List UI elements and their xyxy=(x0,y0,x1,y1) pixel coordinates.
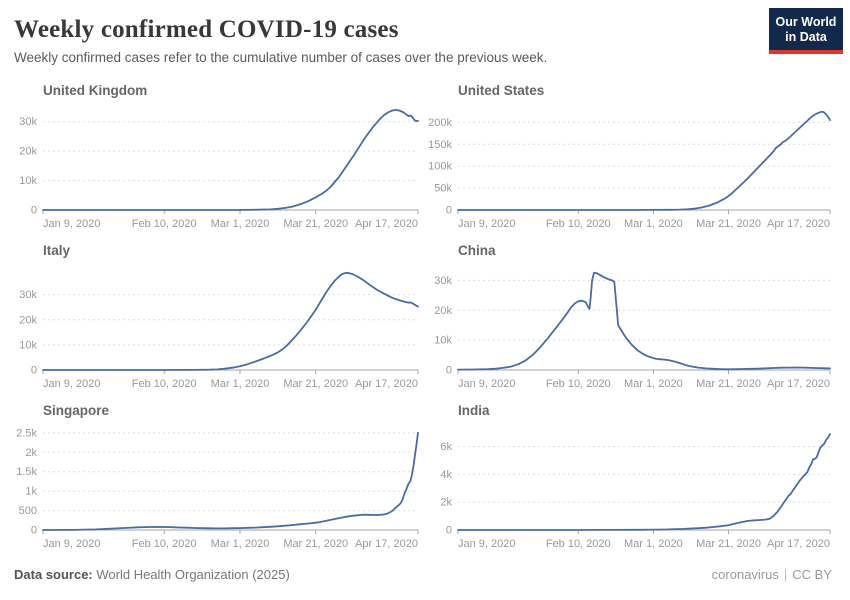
svg-text:Jan 9, 2020: Jan 9, 2020 xyxy=(43,218,101,230)
svg-text:0: 0 xyxy=(31,525,37,537)
svg-text:150k: 150k xyxy=(428,139,452,151)
svg-text:Apr 17, 2020: Apr 17, 2020 xyxy=(767,218,830,230)
svg-text:2k: 2k xyxy=(440,497,452,509)
svg-text:Apr 17, 2020: Apr 17, 2020 xyxy=(767,538,830,550)
page-subtitle: Weekly confirmed cases refer to the cumu… xyxy=(14,50,548,65)
svg-text:Feb 10, 2020: Feb 10, 2020 xyxy=(132,218,197,230)
owid-logo[interactable]: Our World in Data xyxy=(769,8,843,54)
svg-text:0: 0 xyxy=(446,205,452,217)
chart-plot-united-kingdom: 0 10k 20k 30k Jan 9, 2020 Feb 10, 2020 Mar 1, … xyxy=(19,108,419,230)
svg-text:0: 0 xyxy=(446,525,452,537)
svg-text:Mar 21, 2020: Mar 21, 2020 xyxy=(283,538,348,550)
small-multiples-grid: United Kingdom 0 10k 20k 30k Jan 9, 2020 Feb … xyxy=(0,78,850,558)
chart-plot-singapore: 0 500 1k 1.5k 2k 2.5k Jan 9, 2020 Feb 10, 2020 M… xyxy=(16,427,419,550)
svg-text:20k: 20k xyxy=(19,314,37,326)
svg-text:Apr 17, 2020: Apr 17, 2020 xyxy=(355,378,418,390)
svg-text:100k: 100k xyxy=(428,161,452,173)
chart-plot-india: 0 2k 4k 6k Jan 9, 2020 Feb 10, 2020 Mar 1, 202… xyxy=(440,433,831,550)
chart-title-china: China xyxy=(458,243,496,258)
svg-text:Feb 10, 2020: Feb 10, 2020 xyxy=(132,378,197,390)
svg-text:2k: 2k xyxy=(25,447,37,459)
svg-text:Feb 10, 2020: Feb 10, 2020 xyxy=(546,538,611,550)
svg-text:Jan 9, 2020: Jan 9, 2020 xyxy=(458,218,516,230)
svg-text:20k: 20k xyxy=(434,305,452,317)
svg-text:Feb 10, 2020: Feb 10, 2020 xyxy=(546,378,611,390)
svg-text:Apr 17, 2020: Apr 17, 2020 xyxy=(355,218,418,230)
svg-text:10k: 10k xyxy=(434,335,452,347)
svg-text:0: 0 xyxy=(31,205,37,217)
svg-text:Mar 21, 2020: Mar 21, 2020 xyxy=(283,218,348,230)
owid-logo-line2: in Data xyxy=(785,30,827,44)
chart-panel-china: China 0 10k 20k 30k Jan 9, 2020 Feb 10, 2020 M… xyxy=(425,238,850,398)
license-link[interactable]: CC BY xyxy=(792,567,832,582)
chart-plot-united-states: 0 50k 100k 150k 200k Jan 9, 2020 Feb 10, 2020 M… xyxy=(428,110,831,230)
svg-text:Mar 1, 2020: Mar 1, 2020 xyxy=(211,218,270,230)
svg-text:500: 500 xyxy=(19,505,37,517)
svg-text:Jan 9, 2020: Jan 9, 2020 xyxy=(458,538,516,550)
chart-header: Weekly confirmed COVID-19 cases Weekly c… xyxy=(0,0,850,78)
chart-plot-china: 0 10k 20k 30k Jan 9, 2020 Feb 10, 2020 Mar 1, … xyxy=(434,271,831,390)
data-source: Data source: World Health Organization (… xyxy=(14,567,290,582)
svg-text:20k: 20k xyxy=(19,146,37,158)
svg-text:Jan 9, 2020: Jan 9, 2020 xyxy=(458,378,516,390)
svg-text:10k: 10k xyxy=(19,175,37,187)
chart-title-india: India xyxy=(458,403,490,418)
chart-panel-singapore: Singapore 0 500 1k 1.5k 2k 2.5k Jan 9, 2020 Feb… xyxy=(0,398,425,558)
svg-text:Mar 21, 2020: Mar 21, 2020 xyxy=(696,218,761,230)
svg-text:0: 0 xyxy=(31,365,37,377)
footer-right: coronavirus | CC BY xyxy=(712,567,832,582)
chart-plot-italy: 0 10k 20k 30k Jan 9, 2020 Feb 10, 2020 Mar 1, … xyxy=(19,271,419,390)
svg-text:30k: 30k xyxy=(19,116,37,128)
svg-text:Mar 21, 2020: Mar 21, 2020 xyxy=(696,378,761,390)
chart-title-united-states: United States xyxy=(458,83,545,98)
svg-text:2.5k: 2.5k xyxy=(16,427,37,439)
svg-text:Mar 1, 2020: Mar 1, 2020 xyxy=(624,538,683,550)
chart-title-italy: Italy xyxy=(43,243,71,258)
svg-text:1.5k: 1.5k xyxy=(16,466,37,478)
owid-logo-line1: Our World xyxy=(775,15,837,29)
chart-panel-italy: Italy 0 10k 20k 30k Jan 9, 2020 Feb 10, 2020 M… xyxy=(0,238,425,398)
svg-text:Jan 9, 2020: Jan 9, 2020 xyxy=(43,378,101,390)
svg-text:10k: 10k xyxy=(19,339,37,351)
svg-text:Mar 21, 2020: Mar 21, 2020 xyxy=(283,378,348,390)
svg-text:Apr 17, 2020: Apr 17, 2020 xyxy=(355,538,418,550)
svg-text:4k: 4k xyxy=(440,469,452,481)
svg-text:Apr 17, 2020: Apr 17, 2020 xyxy=(767,378,830,390)
svg-text:30k: 30k xyxy=(434,275,452,287)
chart-title-singapore: Singapore xyxy=(43,403,110,418)
svg-text:Feb 10, 2020: Feb 10, 2020 xyxy=(546,218,611,230)
chart-panel-united-states: United States 0 50k 100k 150k 200k Jan 9, 202… xyxy=(425,78,850,238)
svg-text:Mar 1, 2020: Mar 1, 2020 xyxy=(624,378,683,390)
svg-text:1k: 1k xyxy=(25,486,37,498)
svg-text:200k: 200k xyxy=(428,117,452,129)
chart-panel-india: India 0 2k 4k 6k Jan 9, 2020 Feb 10, 2020 Mar … xyxy=(425,398,850,558)
svg-text:Mar 1, 2020: Mar 1, 2020 xyxy=(211,378,270,390)
svg-text:Mar 1, 2020: Mar 1, 2020 xyxy=(211,538,270,550)
svg-text:Feb 10, 2020: Feb 10, 2020 xyxy=(132,538,197,550)
svg-text:Mar 21, 2020: Mar 21, 2020 xyxy=(696,538,761,550)
chart-footer: Data source: World Health Organization (… xyxy=(14,567,832,582)
svg-text:Jan 9, 2020: Jan 9, 2020 xyxy=(43,538,101,550)
page-title: Weekly confirmed COVID-19 cases xyxy=(14,16,399,43)
svg-text:Mar 1, 2020: Mar 1, 2020 xyxy=(624,218,683,230)
svg-text:6k: 6k xyxy=(440,441,452,453)
data-source-value: World Health Organization (2025) xyxy=(96,567,290,582)
chart-panel-united-kingdom: United Kingdom 0 10k 20k 30k Jan 9, 2020 Feb … xyxy=(0,78,425,238)
footer-separator: | xyxy=(783,567,788,582)
svg-text:50k: 50k xyxy=(434,183,452,195)
svg-text:30k: 30k xyxy=(19,289,37,301)
topic-link[interactable]: coronavirus xyxy=(711,567,779,582)
data-source-label: Data source: xyxy=(14,567,93,582)
svg-text:0: 0 xyxy=(446,365,452,377)
chart-title-united-kingdom: United Kingdom xyxy=(43,83,148,98)
